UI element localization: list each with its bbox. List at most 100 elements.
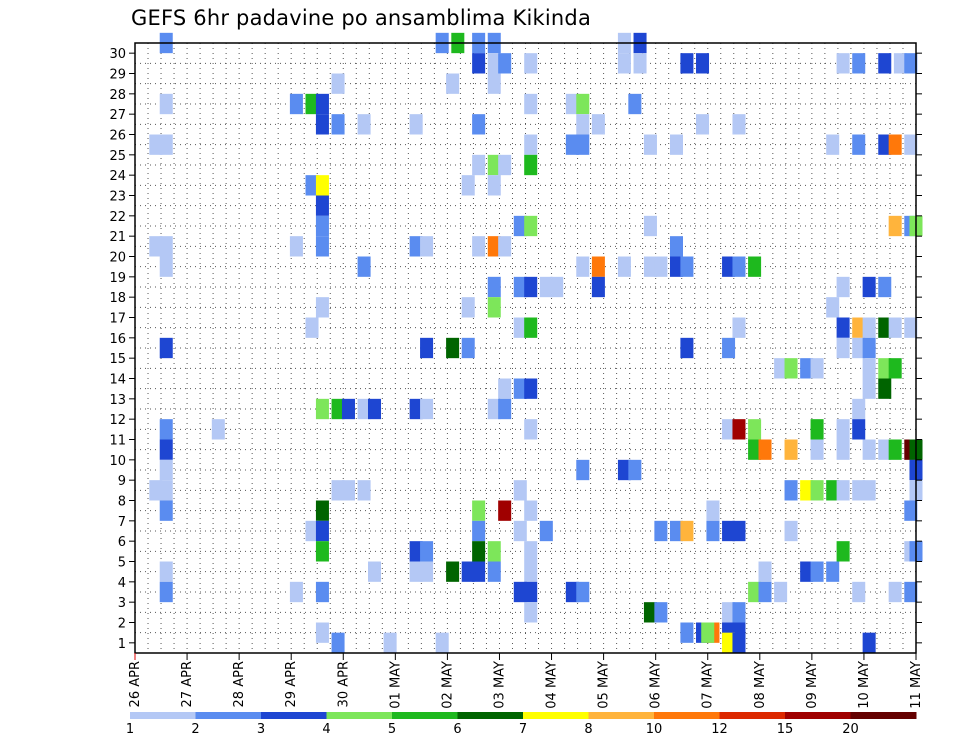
legend-label: 1 [126, 722, 134, 737]
heatmap-cell [539, 276, 553, 298]
heatmap-cell [487, 276, 501, 298]
x-tick-label: 29 APR [284, 661, 299, 707]
heatmap-cell [524, 500, 538, 521]
legend-label: 12 [711, 722, 728, 737]
x-tick-label: 02 MAY [440, 661, 455, 709]
heatmap-cell [513, 520, 527, 542]
y-tick-label: 18 [109, 291, 126, 306]
heatmap-cell [461, 561, 475, 582]
legend-swatch [130, 712, 196, 719]
heatmap-cell [774, 358, 788, 379]
legend-swatch [457, 712, 524, 719]
heatmap-cell [487, 175, 501, 196]
heatmap-cell [498, 378, 512, 399]
legend-swatch [326, 712, 393, 719]
y-tick-label: 25 [109, 149, 126, 164]
heatmap-cell [669, 256, 684, 277]
heatmap-cell [367, 398, 382, 420]
heatmap-cell [732, 317, 746, 338]
heatmap-cell [878, 378, 892, 399]
heatmap-cell [420, 236, 434, 257]
heatmap-cell [878, 317, 892, 338]
heatmap-cell [748, 581, 762, 603]
heatmap-cell [680, 622, 694, 643]
legend-swatch [654, 712, 720, 719]
legend-swatch [523, 712, 589, 719]
heatmap-cell [487, 236, 501, 257]
heatmap-cell [331, 73, 345, 94]
heatmap-cell [591, 276, 605, 298]
x-tick-label: 30 APR [336, 661, 351, 707]
heatmap-cell [472, 541, 486, 562]
heatmap-cell [800, 480, 814, 501]
heatmap-cell [159, 337, 173, 359]
heatmap-cell [852, 480, 866, 501]
heatmap-cell [643, 215, 657, 237]
heatmap-cell [487, 541, 501, 562]
y-tick-label: 8 [118, 495, 126, 510]
heatmap-cell [487, 561, 501, 582]
y-tick-label: 20 [109, 251, 126, 266]
heatmap-cell [159, 439, 173, 460]
heatmap-cell [669, 236, 684, 257]
heatmap-cell [498, 236, 512, 257]
heatmap-cell [357, 480, 371, 501]
heatmap-cell [826, 561, 840, 582]
heatmap-cell [565, 134, 579, 155]
x-tick-label: 28 APR [232, 661, 247, 707]
heatmap-cell [826, 297, 840, 318]
heatmap-cell [732, 520, 746, 542]
heatmap-cell [159, 256, 173, 277]
legend-label: 3 [257, 722, 265, 737]
heatmap-cell [513, 480, 527, 501]
heatmap-cell [826, 134, 840, 155]
heatmap-cell [904, 134, 918, 155]
heatmap-cell [472, 520, 486, 542]
heatmap-cell [617, 459, 631, 481]
heatmap-cell [748, 439, 762, 460]
heatmap-cell [211, 419, 225, 440]
heatmap-cell [904, 500, 918, 521]
heatmap-cell [487, 297, 501, 318]
heatmap-cell [159, 581, 173, 603]
heatmap-cell [784, 358, 798, 379]
heatmap-cell [149, 134, 163, 155]
x-tick-label: 26 APR [128, 661, 143, 707]
heatmap-cell [680, 337, 694, 359]
heatmap-cell [487, 154, 501, 176]
legend-label: 7 [519, 722, 527, 737]
heatmap-cell [472, 561, 486, 582]
heatmap-cell [643, 134, 657, 155]
heatmap-cell [836, 480, 850, 501]
heatmap-cell [696, 114, 710, 135]
heatmap-cell [836, 541, 850, 562]
heatmap-cell [461, 337, 475, 359]
heatmap-cell [305, 520, 319, 542]
heatmap-cell [357, 256, 371, 277]
y-tick-label: 26 [109, 129, 126, 144]
heatmap-cell [722, 419, 736, 440]
heatmap-cell [420, 337, 434, 359]
heatmap-cell [888, 358, 902, 379]
y-tick-label: 9 [118, 474, 126, 489]
heatmap-cell [446, 73, 460, 94]
heatmap-cell [669, 134, 684, 155]
heatmap-cell [357, 114, 371, 135]
heatmap-cell [722, 337, 736, 359]
heatmap-cell [643, 256, 657, 277]
heatmap-cell [888, 581, 902, 603]
heatmap-cell [617, 53, 631, 74]
heatmap-cell [461, 175, 475, 196]
y-tick-label: 29 [109, 68, 126, 83]
heatmap-cell [862, 337, 876, 359]
heatmap-cell [331, 398, 345, 420]
heatmap-cell [576, 256, 590, 277]
heatmap-cell [409, 398, 423, 420]
heatmap-cell [159, 561, 173, 582]
heatmap-cell [315, 93, 329, 115]
heatmap-cell [487, 398, 501, 420]
heatmap-cell [472, 500, 486, 521]
heatmap-cell [810, 439, 824, 460]
heatmap-cell [576, 93, 590, 115]
